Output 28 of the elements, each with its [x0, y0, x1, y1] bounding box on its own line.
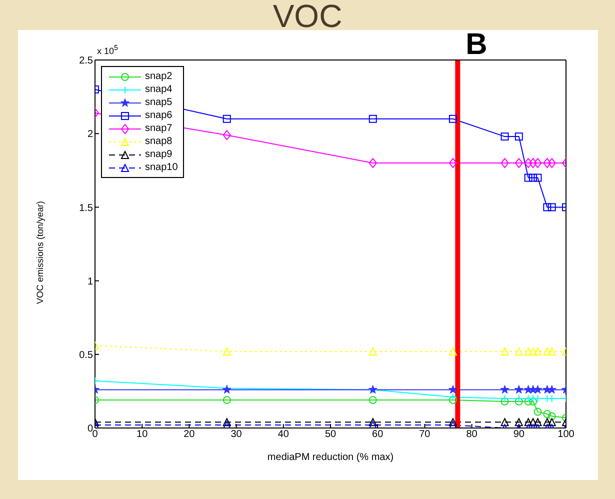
legend-label: snap6 — [145, 110, 172, 121]
y-axis-title: VOC emissions (ton/year) — [35, 200, 46, 304]
y-tick-label: 1.5 — [79, 202, 94, 214]
legend-label: snap2 — [145, 71, 172, 82]
y-tick-label: 0.5 — [79, 350, 94, 361]
x-tick-label: 40 — [278, 429, 290, 440]
x-tick-label: 90 — [513, 429, 525, 440]
legend-label: snap9 — [145, 149, 172, 160]
legend-label: snap8 — [145, 136, 172, 147]
x-tick-label: 20 — [184, 429, 196, 440]
x-tick-label: 10 — [136, 429, 148, 440]
x-tick-label: 80 — [466, 429, 478, 440]
y-tick-label: 2.5 — [79, 56, 94, 67]
y-tick-label: 1 — [87, 276, 94, 288]
x-axis-title: mediaPM reduction (% max) — [267, 452, 394, 463]
ref-line-label: B — [466, 28, 488, 61]
chart-title: VOC — [272, 0, 342, 34]
y-tick-label: 2 — [87, 129, 94, 140]
legend-label: snap7 — [145, 123, 172, 134]
legend-label: snap4 — [145, 84, 172, 95]
x-tick-label: 50 — [324, 429, 336, 440]
legend-label: snap10 — [145, 162, 178, 173]
x-tick-label: 30 — [230, 429, 242, 440]
text: x 10$^{5}$ — [97, 42, 118, 56]
x-tick-label: 70 — [419, 429, 431, 440]
x-tick-label: 100 — [558, 429, 575, 440]
x-tick-label: 60 — [372, 429, 384, 440]
legend-label: snap5 — [145, 97, 172, 108]
